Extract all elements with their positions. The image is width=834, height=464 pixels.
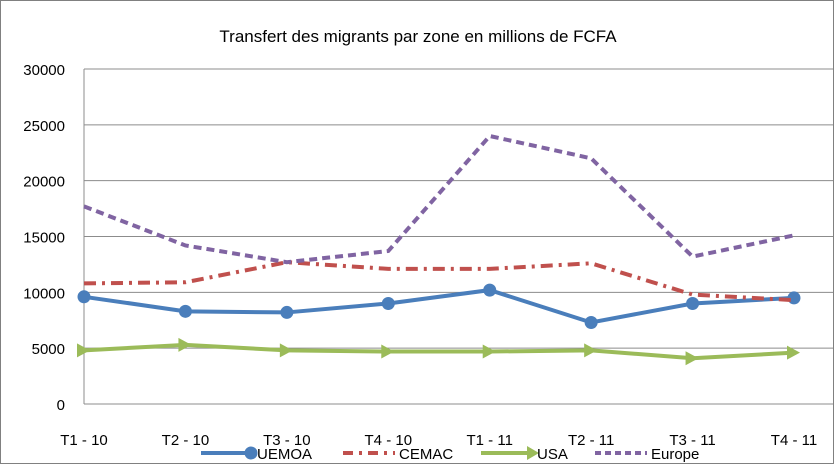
x-tick-label: T2 - 11 bbox=[568, 432, 614, 449]
x-tick-label: T2 - 10 bbox=[162, 432, 210, 449]
legend-marker bbox=[527, 446, 539, 460]
data-point bbox=[584, 315, 598, 329]
data-point bbox=[381, 297, 395, 310]
data-point bbox=[77, 290, 91, 304]
data-point bbox=[178, 337, 192, 352]
legend-label-usa: USA bbox=[537, 446, 568, 463]
series-line-usa bbox=[83, 342, 795, 361]
y-tick-label: 25000 bbox=[23, 118, 65, 135]
y-tick-label: 30000 bbox=[23, 62, 65, 79]
chart-title: Transfert des migrants par zone en milli… bbox=[219, 27, 617, 46]
series-line-europe bbox=[83, 133, 795, 265]
series-line-cemac bbox=[83, 260, 795, 303]
y-tick-label: 5000 bbox=[32, 341, 65, 358]
data-point bbox=[584, 343, 598, 358]
data-point bbox=[381, 344, 395, 359]
x-tick-label: T3 - 11 bbox=[669, 432, 715, 449]
data-point bbox=[178, 304, 192, 318]
data-point bbox=[483, 283, 497, 297]
x-tick-label: T4 - 10 bbox=[365, 432, 413, 449]
legend-marker bbox=[244, 446, 258, 460]
y-tick-label: 20000 bbox=[23, 174, 65, 191]
data-point bbox=[787, 291, 801, 305]
x-tick-label: T1 - 10 bbox=[60, 432, 108, 449]
legend-label-europe: Europe bbox=[651, 446, 699, 463]
data-point bbox=[685, 351, 699, 366]
legend-label-uemoa: UEMOA bbox=[257, 446, 312, 463]
series-line-uemoa bbox=[83, 288, 795, 325]
x-tick-label: T1 - 11 bbox=[467, 432, 513, 449]
data-point bbox=[787, 345, 800, 360]
y-tick-label: 10000 bbox=[23, 285, 65, 302]
y-tick-label: 0 bbox=[57, 397, 65, 414]
legend-label-cemac: CEMAC bbox=[399, 446, 453, 463]
data-point bbox=[279, 343, 293, 358]
data-point bbox=[686, 297, 700, 310]
data-point bbox=[280, 305, 294, 319]
data-point bbox=[482, 344, 496, 359]
data-point bbox=[77, 343, 90, 358]
y-tick-label: 15000 bbox=[23, 230, 65, 247]
x-tick-label: T3 - 10 bbox=[263, 432, 311, 449]
x-tick-label: T4 - 11 bbox=[771, 432, 817, 449]
